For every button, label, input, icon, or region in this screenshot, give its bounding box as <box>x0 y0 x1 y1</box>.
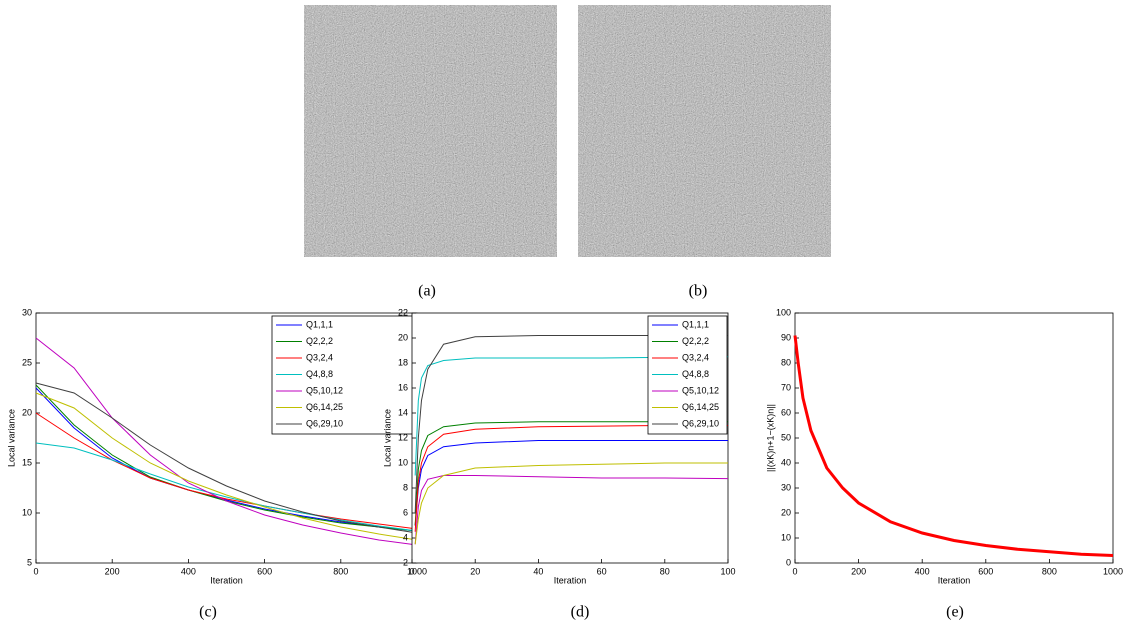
y-tick-label: 30 <box>22 307 32 317</box>
x-tick-label: 600 <box>978 566 993 576</box>
legend-label: Q5,10,12 <box>306 385 343 395</box>
legend-label: Q1,1,1 <box>682 319 709 329</box>
y-tick-label: 60 <box>781 407 791 417</box>
y-tick-label: 16 <box>398 382 408 392</box>
line <box>414 462 728 545</box>
x-tick-label: 200 <box>105 566 120 576</box>
x-tick-label: 800 <box>333 566 348 576</box>
series-group <box>35 337 418 546</box>
line <box>793 335 1114 557</box>
plot-area <box>794 312 1114 564</box>
y-axis-label: ||(xK)n+1−(xK)n|| <box>765 404 775 472</box>
y-tick-label: 8 <box>403 482 408 492</box>
x-tick-label: 0 <box>409 566 414 576</box>
y-tick-label: 50 <box>781 432 791 442</box>
y-tick-label: 40 <box>781 457 791 467</box>
legend-label: Q5,10,12 <box>682 385 719 395</box>
y-tick-label: 20 <box>781 507 791 517</box>
y-tick-label: 20 <box>22 407 32 417</box>
line <box>35 387 418 532</box>
caption: (d) <box>571 604 590 621</box>
line <box>414 440 728 526</box>
caption: (a) <box>418 283 436 300</box>
x-axis-label: Iteration <box>210 575 243 585</box>
x-tick-label: 1000 <box>1103 566 1123 576</box>
line <box>414 421 728 526</box>
y-tick-label: 90 <box>781 332 791 342</box>
y-axis-label: Local variance <box>6 409 16 467</box>
y-tick-label: 5 <box>27 557 32 567</box>
y-tick-label: 22 <box>398 307 408 317</box>
series-group <box>414 335 729 545</box>
y-tick-label: 2 <box>403 557 408 567</box>
line <box>35 412 418 530</box>
x-tick-label: 40 <box>533 566 543 576</box>
y-tick-label: 6 <box>403 507 408 517</box>
line <box>414 356 729 476</box>
y-axis-label: Local variance <box>382 409 392 467</box>
x-tick-label: 100 <box>720 566 735 576</box>
caption: (e) <box>946 604 964 621</box>
x-tick-label: 600 <box>257 566 272 576</box>
y-tick-label: 70 <box>781 382 791 392</box>
x-tick-label: 800 <box>1042 566 1057 576</box>
image-a <box>304 5 557 257</box>
line <box>35 382 418 534</box>
legend-label: Q2,2,2 <box>682 336 709 346</box>
line <box>414 475 729 545</box>
legend-label: Q6,29,10 <box>306 418 343 428</box>
legend-label: Q4,8,8 <box>682 369 709 379</box>
x-tick-label: 400 <box>181 566 196 576</box>
caption: (c) <box>199 604 217 621</box>
legend-label: Q1,1,1 <box>306 319 333 329</box>
x-tick-label: 400 <box>915 566 930 576</box>
x-tick-label: 0 <box>33 566 38 576</box>
y-tick-label: 14 <box>398 407 408 417</box>
caption: (b) <box>689 283 708 300</box>
x-tick-label: 1000 <box>407 566 427 576</box>
legend-label: Q3,2,4 <box>306 352 333 362</box>
legend-label: Q6,14,25 <box>682 402 719 412</box>
legend-label: Q6,29,10 <box>682 418 719 428</box>
x-axis-label: Iteration <box>938 575 971 585</box>
legend-label: Q2,2,2 <box>306 336 333 346</box>
x-tick-label: 20 <box>470 566 480 576</box>
line <box>35 392 418 541</box>
legend-label: Q3,2,4 <box>682 352 709 362</box>
y-tick-label: 80 <box>781 357 791 367</box>
legend-label: Q6,14,25 <box>306 402 343 412</box>
x-tick-label: 0 <box>792 566 797 576</box>
legend-label: Q4,8,8 <box>306 369 333 379</box>
line <box>414 425 728 532</box>
y-tick-label: 30 <box>781 482 791 492</box>
x-tick-label: 60 <box>597 566 607 576</box>
y-tick-label: 12 <box>398 432 408 442</box>
y-tick-label: 18 <box>398 357 408 367</box>
y-tick-label: 15 <box>22 457 32 467</box>
y-tick-label: 10 <box>22 507 32 517</box>
series-group <box>793 335 1114 557</box>
y-tick-label: 4 <box>403 532 408 542</box>
y-tick-label: 0 <box>786 557 791 567</box>
y-tick-label: 10 <box>781 532 791 542</box>
x-axis-label: Iteration <box>554 575 587 585</box>
line <box>35 337 418 546</box>
y-tick-label: 10 <box>398 457 408 467</box>
x-tick-label: 200 <box>851 566 866 576</box>
image-b <box>578 5 831 257</box>
y-tick-label: 25 <box>22 357 32 367</box>
line <box>414 335 728 514</box>
x-tick-label: 80 <box>660 566 670 576</box>
y-tick-label: 100 <box>776 307 791 317</box>
y-tick-label: 20 <box>398 332 408 342</box>
line <box>35 442 418 532</box>
